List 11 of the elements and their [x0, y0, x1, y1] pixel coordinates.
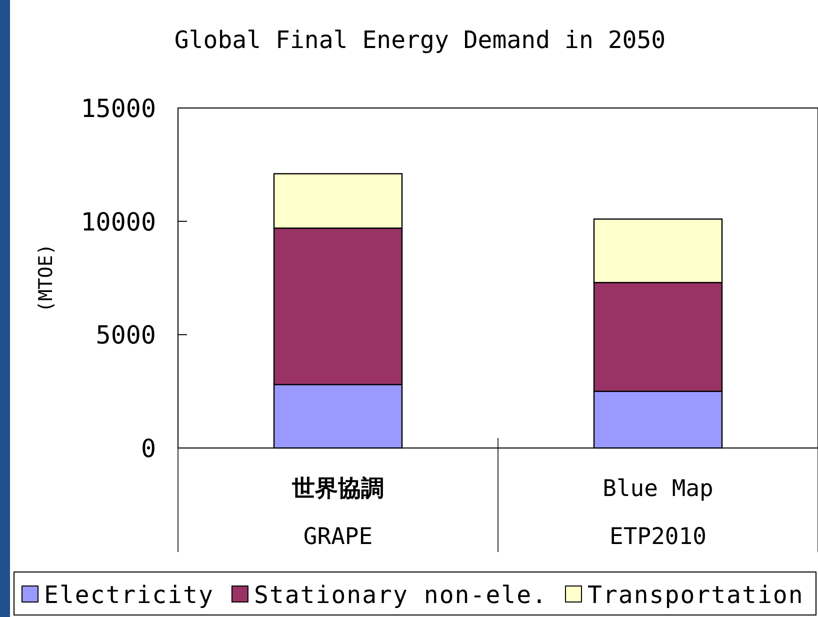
legend-label: Stationary non-ele.: [254, 581, 548, 609]
y-tick-label: 0: [140, 434, 156, 463]
y-tick-label: 5000: [96, 320, 156, 350]
y-tick-label: 15000: [80, 94, 156, 123]
y-axis-title: (MTOE): [35, 244, 57, 312]
y-tick-label: 10000: [80, 207, 156, 236]
x-tick-label: Blue Map ETP2010: [602, 476, 714, 550]
legend-label: Electricity: [44, 581, 214, 609]
x-tick-label: 世界協調 GRAPE: [291, 476, 384, 550]
chart-title: Global Final Energy Demand in 2050: [174, 26, 666, 54]
legend-label: Transportation: [588, 581, 804, 609]
